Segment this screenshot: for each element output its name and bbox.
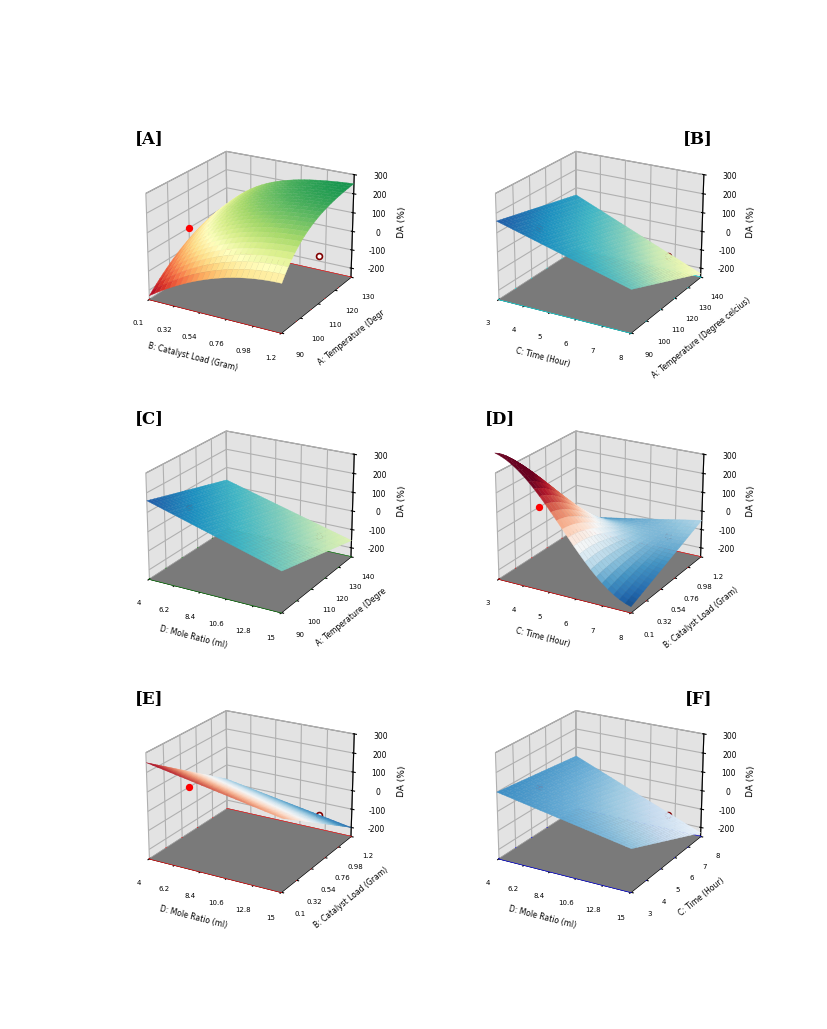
Text: [F]: [F] [686, 689, 713, 707]
X-axis label: D: Mole Ratio (ml): D: Mole Ratio (ml) [159, 625, 227, 650]
X-axis label: C: Time (Hour): C: Time (Hour) [514, 346, 571, 368]
Text: [D]: [D] [485, 411, 514, 427]
X-axis label: D: Mole Ratio (ml): D: Mole Ratio (ml) [159, 903, 227, 929]
Y-axis label: A: Temperature (Degree celcius): A: Temperature (Degree celcius) [650, 296, 752, 380]
Y-axis label: A: Temperature (Degr: A: Temperature (Degr [317, 309, 386, 367]
Y-axis label: C: Time (Hour): C: Time (Hour) [676, 877, 725, 918]
Text: [B]: [B] [683, 131, 713, 147]
Y-axis label: B: Catalyst Load (Gram): B: Catalyst Load (Gram) [313, 865, 390, 929]
Y-axis label: A: Temperature (Degre: A: Temperature (Degre [314, 587, 388, 648]
X-axis label: C: Time (Hour): C: Time (Hour) [514, 626, 571, 648]
X-axis label: B: Catalyst Load (Gram): B: Catalyst Load (Gram) [147, 342, 239, 374]
Text: [A]: [A] [135, 131, 164, 147]
Y-axis label: B: Catalyst Load (Gram): B: Catalyst Load (Gram) [662, 586, 740, 650]
X-axis label: D: Mole Ratio (ml): D: Mole Ratio (ml) [508, 903, 577, 929]
Text: [C]: [C] [135, 411, 164, 427]
Text: [E]: [E] [135, 689, 164, 707]
